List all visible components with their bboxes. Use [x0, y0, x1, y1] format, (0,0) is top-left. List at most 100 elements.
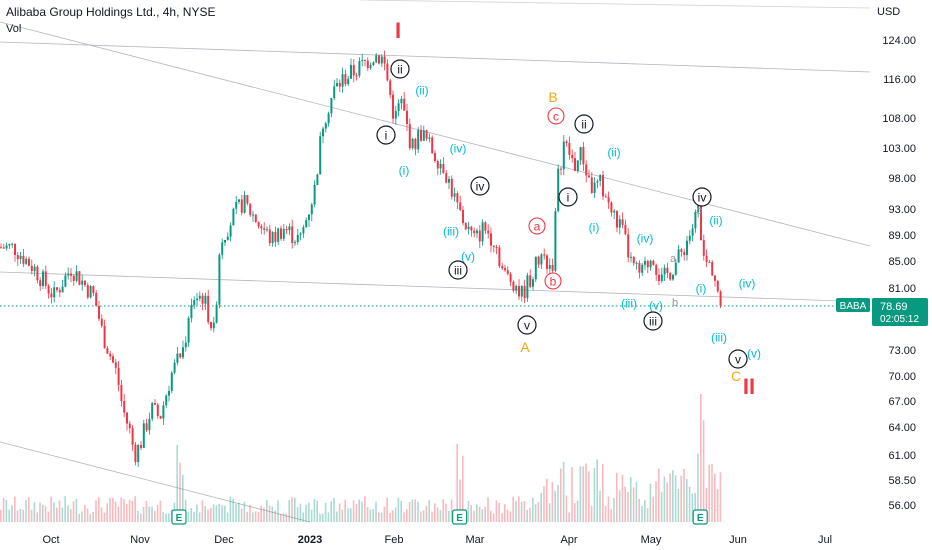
volume-bar	[238, 502, 240, 522]
time-axis[interactable]: Oct Nov Dec 2023 Feb Mar Apr May Jun Jul	[42, 534, 832, 546]
volume-bar	[207, 509, 209, 522]
volume-bar	[58, 500, 61, 522]
candle-body	[53, 287, 56, 298]
candle-body	[352, 64, 355, 76]
candle-body	[621, 219, 624, 225]
candle-body	[142, 423, 145, 448]
candle-body	[652, 260, 655, 265]
wave-label-text: I	[395, 18, 401, 43]
volume-bar	[252, 512, 254, 522]
candle-body	[674, 262, 677, 275]
candle-body	[467, 226, 470, 230]
volume-bar	[11, 505, 13, 522]
volume-bar	[344, 499, 346, 522]
volume-bar	[319, 513, 321, 522]
wave-label: II	[743, 374, 755, 399]
volume-bar	[92, 512, 94, 522]
candle-body	[218, 254, 221, 305]
volume-bar	[154, 511, 156, 522]
volume-bar	[596, 459, 598, 522]
volume-bar	[240, 508, 243, 522]
candle-body	[198, 295, 201, 299]
volume-bar	[361, 501, 363, 522]
wave-label: (i)	[399, 163, 410, 177]
volume-bar	[540, 493, 542, 522]
volume-bar	[632, 487, 635, 522]
volume-bar	[708, 464, 710, 522]
candle-body	[8, 244, 11, 246]
candle-body	[249, 203, 252, 216]
candle-body	[512, 281, 515, 291]
candle-body	[294, 242, 296, 244]
volume-bar	[358, 499, 360, 522]
volume-bar	[680, 475, 682, 522]
candle-body	[92, 286, 95, 293]
price-axis[interactable]: USD 124.00 116.00 108.00 103.00 98.00 93.00 89.…	[877, 6, 916, 512]
volume-bar	[655, 481, 657, 522]
candle-body	[44, 271, 47, 286]
candle-body	[98, 306, 100, 319]
candle-body	[243, 195, 246, 213]
volume-bar	[100, 507, 103, 522]
time-tick-label: 2023	[298, 534, 322, 546]
volume-bar	[677, 488, 680, 522]
wave-label-text: (v)	[461, 249, 475, 263]
candle-body	[263, 228, 266, 231]
volume-bar	[529, 507, 531, 522]
wave-label-circle	[528, 217, 546, 235]
wave-label: (iv)	[637, 231, 654, 245]
candle-body	[112, 356, 114, 363]
currency-label: USD	[877, 6, 900, 18]
volume-bar	[487, 497, 489, 522]
candle-body	[420, 130, 422, 141]
candle-body	[386, 63, 389, 81]
volume-bar	[652, 496, 654, 522]
volume-bar	[369, 509, 372, 522]
volume-bar	[403, 512, 405, 522]
volume-bar	[501, 513, 503, 522]
candle-body	[700, 204, 702, 241]
candle-body	[193, 300, 196, 306]
wave-label: v	[728, 349, 748, 369]
candle-body	[238, 199, 240, 202]
volume-bar	[61, 507, 64, 522]
volume-bar	[383, 506, 386, 522]
candle-body	[672, 274, 674, 280]
volume-bar	[568, 512, 570, 522]
volume-bar	[114, 501, 117, 522]
volume-bar	[646, 508, 649, 522]
volume-bar	[294, 497, 296, 522]
wave-label-circle	[470, 176, 490, 196]
volume-bar	[106, 503, 108, 522]
candle-body	[666, 267, 669, 273]
volume-bar	[523, 500, 526, 522]
candle-body	[476, 230, 478, 234]
wave-label-text: C	[731, 368, 741, 384]
candle-body	[123, 400, 126, 413]
volume-bar	[683, 468, 685, 522]
volume-bar	[282, 513, 285, 522]
candle-body	[585, 164, 588, 176]
wave-label-text: c	[553, 109, 559, 123]
time-tick-label: Dec	[214, 534, 234, 546]
candle-body	[137, 444, 140, 463]
candle-body	[288, 226, 291, 231]
volume-bar	[498, 502, 500, 522]
candle-body	[663, 267, 666, 275]
trendline-descending	[0, 21, 871, 247]
candle-body	[2, 247, 5, 249]
candle-body	[14, 243, 16, 256]
ticker-symbol-box	[836, 298, 870, 313]
candle-body	[697, 204, 700, 212]
price-tick-label: 81.00	[888, 283, 916, 295]
wave-label-text: iii	[454, 263, 462, 277]
volume-bar	[308, 502, 310, 522]
candle-body	[501, 266, 504, 269]
candle-body	[182, 347, 184, 358]
volume-bar	[210, 507, 212, 522]
candle-body	[260, 226, 263, 229]
candle-body	[11, 243, 14, 245]
wave-label-circle	[692, 187, 712, 207]
